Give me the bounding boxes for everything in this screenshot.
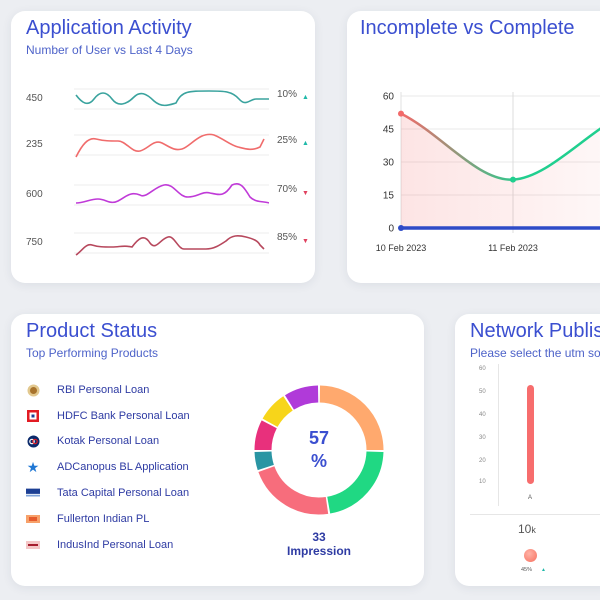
trend-up-icon: ▲ (302, 94, 309, 101)
chart-ytick-label: 30 (383, 158, 395, 169)
product-name: ADCanopus BL Application (57, 461, 189, 473)
product-item[interactable]: IndusInd Personal Loan (26, 536, 173, 554)
product-item[interactable]: ★ ADCanopus BL Application (26, 458, 189, 476)
product-item[interactable]: Tata Capital Personal Loan (26, 484, 189, 502)
network-ytick: 30 (479, 435, 486, 441)
activity-line-1 (75, 90, 269, 107)
network-metric-unit: k (531, 525, 536, 535)
rbi-logo-icon (26, 383, 40, 397)
activity-row-percent: 85% (277, 232, 298, 243)
chart-point[interactable] (510, 176, 516, 183)
chart-ytick-label: 15 (383, 191, 395, 202)
activity-row-percent: 70% (277, 184, 298, 195)
network-metric-value: 10 (518, 522, 532, 536)
activity-sparkline (74, 232, 269, 256)
chart-point[interactable] (398, 225, 404, 231)
activity-row-percent: 25% (277, 135, 298, 146)
network-bar-label: A (528, 495, 533, 501)
product-name: RBI Personal Loan (57, 384, 150, 396)
activity-row-label: 235 (26, 139, 43, 150)
donut-segment[interactable] (258, 465, 329, 515)
network-ytick: 60 (479, 366, 486, 372)
product-item[interactable]: Kotak Personal Loan (26, 432, 159, 450)
chart-ytick-label: 60 (383, 92, 395, 103)
product-title: Product Status (26, 320, 158, 342)
impression-summary: 33 Impression (269, 530, 369, 558)
product-item[interactable]: Fullerton Indian PL (26, 510, 149, 528)
trend-down-icon: ▼ (302, 238, 309, 245)
activity-row-percent: 10% (277, 89, 298, 100)
donut-percent-value: 57 (308, 428, 330, 448)
chart-point[interactable] (398, 110, 404, 117)
fullerton-logo-icon (26, 512, 40, 526)
incomplete-vs-complete-card: Incomplete vs Complete 60 45 30 15 0 10 Feb … (347, 11, 600, 283)
donut-segment[interactable] (284, 385, 319, 410)
donut-percent-sign: % (310, 451, 327, 471)
trend-up-icon: ▲ (302, 140, 309, 147)
chart-ytick-label: 0 (388, 224, 394, 235)
activity-sparkline (74, 182, 269, 206)
donut-segment[interactable] (254, 420, 277, 451)
activity-sparkline (74, 133, 269, 158)
donut-segment[interactable] (326, 451, 384, 514)
product-item[interactable]: RBI Personal Loan (26, 381, 149, 399)
product-status-card: Product Status Top Performing Products R… (11, 314, 424, 586)
product-subtitle: Top Performing Products (26, 346, 159, 360)
donut-segment[interactable] (262, 396, 294, 428)
impression-label: Impression (286, 544, 352, 558)
trend-up-icon: ▲ (541, 567, 546, 573)
network-axis-line (498, 364, 499, 506)
network-ytick: 50 (479, 389, 486, 395)
product-name: Kotak Personal Loan (57, 435, 160, 447)
network-bar[interactable] (527, 385, 534, 484)
activity-sparkline (74, 88, 269, 110)
activity-subtitle: Number of User vs Last 4 Days (26, 43, 193, 57)
kotak-logo-icon (26, 434, 40, 448)
network-title: Network Publish (470, 320, 600, 342)
impression-count: 33 (312, 530, 326, 544)
activity-row-label: 600 (26, 189, 43, 200)
network-percent: 45% (521, 567, 533, 573)
tata-capital-logo-icon (26, 486, 40, 500)
donut-segment[interactable] (319, 385, 384, 451)
activity-row-label: 750 (26, 237, 43, 248)
network-divider (470, 514, 600, 515)
donut-segment[interactable] (254, 451, 274, 471)
network-ytick: 10 (479, 479, 486, 485)
trend-down-icon: ▼ (302, 190, 309, 197)
adcanopus-logo-icon: ★ (26, 458, 40, 475)
activity-line-2 (75, 133, 265, 158)
chart-area-fill (401, 113, 600, 228)
network-subtitle: Please select the utm so (470, 346, 600, 360)
activity-row-label: 450 (26, 93, 43, 104)
indusind-logo-icon (26, 538, 40, 552)
chart-xtick-label: 11 Feb 2023 (488, 243, 538, 253)
product-name: IndusInd Personal Loan (57, 539, 174, 551)
incomplete-title: Incomplete vs Complete (360, 17, 575, 39)
product-item[interactable]: HDFC Bank Personal Loan (26, 407, 190, 425)
donut-percent: 57 % (289, 427, 349, 473)
product-name: Fullerton Indian PL (57, 513, 150, 525)
activity-line-3 (75, 182, 269, 204)
hdfc-logo-icon (26, 409, 40, 423)
network-ytick: 40 (479, 412, 486, 418)
activity-title: Application Activity (26, 17, 192, 39)
application-activity-card: Application Activity Number of User vs L… (11, 11, 315, 283)
product-donut-chart (254, 385, 384, 515)
activity-line-4 (75, 235, 265, 256)
chart-ytick-label: 45 (383, 125, 395, 136)
network-publish-card: Network Publish Please select the utm so… (455, 314, 600, 586)
chart-xtick-label: 10 Feb 2023 (376, 243, 427, 253)
network-metric: 10k (518, 522, 536, 536)
product-name: Tata Capital Personal Loan (57, 487, 190, 499)
network-status-dot (524, 549, 537, 562)
network-ytick: 20 (479, 458, 486, 464)
product-name: HDFC Bank Personal Loan (57, 410, 190, 422)
